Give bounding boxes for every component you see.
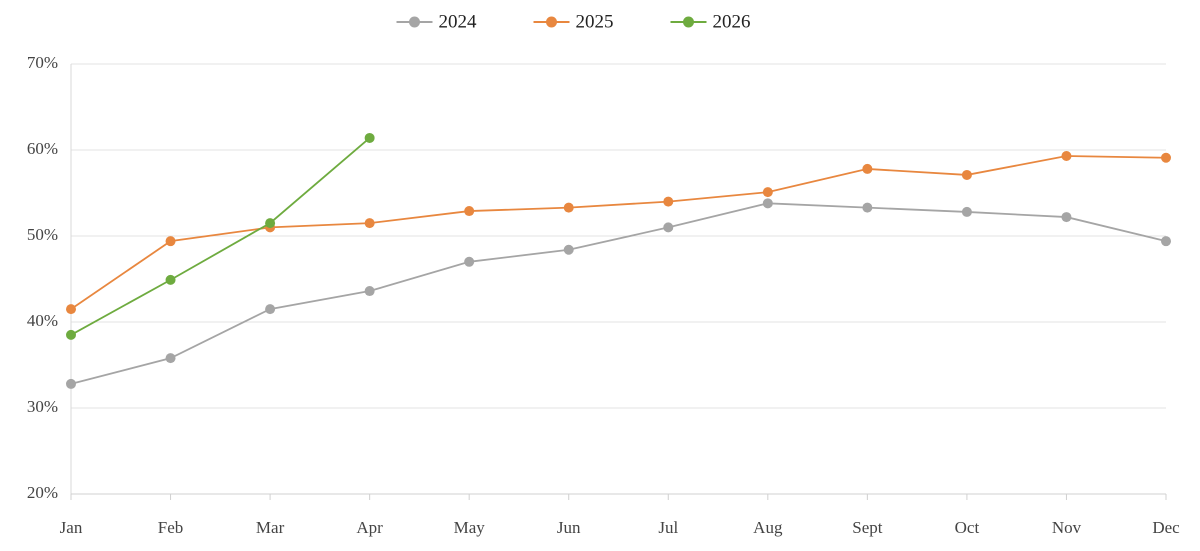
- x-tick-label: Jul: [658, 518, 678, 537]
- point: [464, 256, 475, 267]
- legend-label: 2026: [713, 11, 751, 32]
- y-tick-label: 70%: [27, 53, 58, 72]
- point: [66, 304, 76, 315]
- point: [364, 218, 375, 229]
- point: [265, 304, 276, 315]
- x-tick-label: Sept: [852, 518, 883, 537]
- point: [563, 202, 574, 213]
- point: [364, 132, 375, 143]
- x-tick-label: Feb: [158, 518, 184, 537]
- series-line: [70, 155, 1167, 310]
- legend-marker: [409, 16, 420, 28]
- x-tick-label: Jun: [557, 518, 581, 537]
- point: [862, 163, 873, 174]
- point: [364, 286, 375, 297]
- y-tick-label: 60%: [27, 139, 58, 158]
- legend-marker: [546, 16, 557, 28]
- point: [66, 329, 76, 340]
- point: [1161, 236, 1171, 247]
- y-tick-label: 20%: [27, 483, 58, 502]
- point: [1061, 151, 1072, 162]
- x-tick-label: Mar: [256, 518, 285, 537]
- point: [464, 206, 475, 217]
- point: [265, 218, 276, 229]
- legend-label: 2024: [439, 11, 478, 32]
- y-tick-label: 30%: [27, 397, 58, 416]
- legend-marker: [683, 16, 694, 28]
- point: [663, 222, 674, 233]
- point: [563, 244, 574, 255]
- y-tick-label: 50%: [27, 225, 58, 244]
- point: [165, 236, 176, 247]
- point: [1061, 212, 1072, 223]
- x-tick-label: May: [454, 518, 486, 537]
- x-tick-label: Aug: [753, 518, 783, 537]
- point: [165, 353, 176, 364]
- x-tick-label: Oct: [955, 518, 980, 537]
- x-tick-label: Dec: [1152, 518, 1180, 537]
- x-tick-label: Apr: [356, 518, 383, 537]
- point: [663, 196, 674, 207]
- point: [961, 206, 972, 217]
- series-line: [70, 137, 371, 336]
- x-tick-label: Nov: [1052, 518, 1082, 537]
- legend-label: 2025: [576, 11, 614, 32]
- point: [762, 187, 773, 198]
- point: [66, 378, 76, 389]
- x-tick-label: Jan: [60, 518, 83, 537]
- series-line: [70, 202, 1167, 385]
- point: [862, 202, 873, 213]
- y-tick-label: 40%: [27, 311, 58, 330]
- point: [1161, 152, 1171, 163]
- point: [165, 274, 176, 285]
- point: [961, 169, 972, 180]
- point: [762, 198, 773, 209]
